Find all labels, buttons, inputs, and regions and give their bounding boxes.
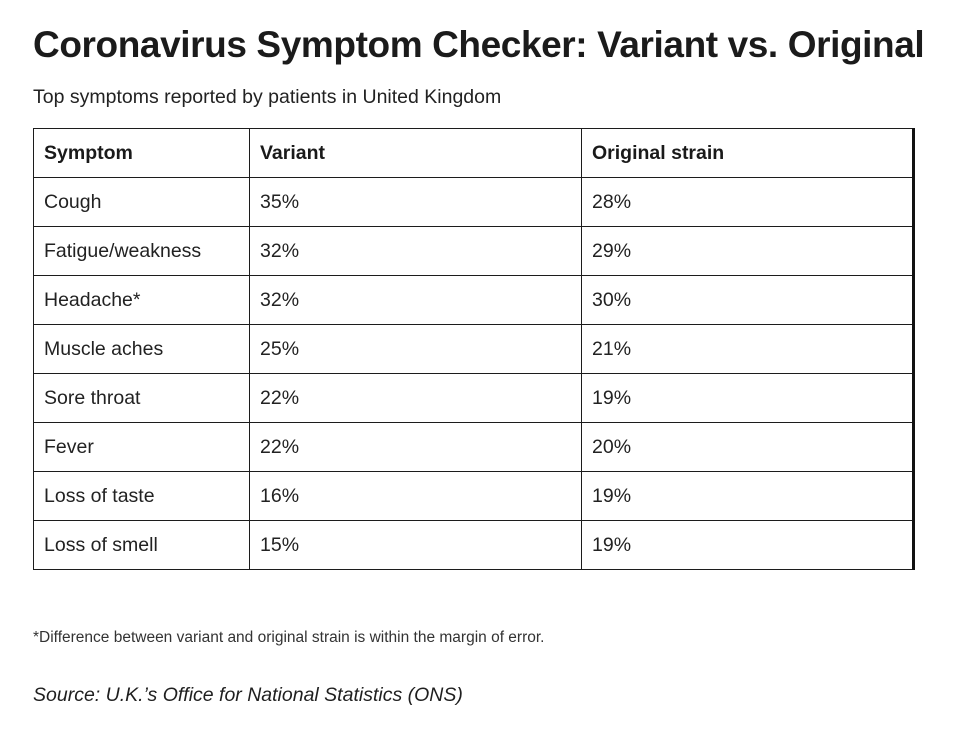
original-strain-cell: 19% xyxy=(581,373,915,423)
column-header-variant: Variant xyxy=(249,128,582,178)
column-header-symptom: Symptom xyxy=(33,128,250,178)
footnote: *Difference between variant and original… xyxy=(33,629,545,646)
table-row: Loss of taste 16% 19% xyxy=(33,471,915,521)
table-row: Muscle aches 25% 21% xyxy=(33,324,915,374)
page-subtitle: Top symptoms reported by patients in Uni… xyxy=(33,86,502,108)
original-strain-cell: 30% xyxy=(581,275,915,325)
variant-cell: 35% xyxy=(249,177,582,227)
symptom-cell: Fatigue/weakness xyxy=(33,226,250,276)
variant-cell: 32% xyxy=(249,226,582,276)
symptom-cell: Headache* xyxy=(33,275,250,325)
original-strain-cell: 20% xyxy=(581,422,915,472)
table-header-row: Symptom Variant Original strain xyxy=(33,128,915,178)
table-row: Sore throat 22% 19% xyxy=(33,373,915,423)
symptom-table: Symptom Variant Original strain Cough 35… xyxy=(33,128,915,570)
original-strain-cell: 19% xyxy=(581,520,915,570)
symptom-cell: Loss of smell xyxy=(33,520,250,570)
symptom-cell: Fever xyxy=(33,422,250,472)
original-strain-cell: 28% xyxy=(581,177,915,227)
table-row: Fever 22% 20% xyxy=(33,422,915,472)
table-row: Fatigue/weakness 32% 29% xyxy=(33,226,915,276)
variant-cell: 22% xyxy=(249,373,582,423)
variant-cell: 32% xyxy=(249,275,582,325)
symptom-cell: Loss of taste xyxy=(33,471,250,521)
page-title: Coronavirus Symptom Checker: Variant vs.… xyxy=(33,24,925,65)
original-strain-cell: 21% xyxy=(581,324,915,374)
table-row: Loss of smell 15% 19% xyxy=(33,520,915,570)
variant-cell: 15% xyxy=(249,520,582,570)
variant-cell: 16% xyxy=(249,471,582,521)
symptom-cell: Muscle aches xyxy=(33,324,250,374)
table-row: Cough 35% 28% xyxy=(33,177,915,227)
variant-cell: 25% xyxy=(249,324,582,374)
column-header-original-strain: Original strain xyxy=(581,128,915,178)
original-strain-cell: 19% xyxy=(581,471,915,521)
symptom-cell: Cough xyxy=(33,177,250,227)
source-note: Source: U.K.’s Office for National Stati… xyxy=(33,684,463,706)
symptom-cell: Sore throat xyxy=(33,373,250,423)
table-row: Headache* 32% 30% xyxy=(33,275,915,325)
original-strain-cell: 29% xyxy=(581,226,915,276)
variant-cell: 22% xyxy=(249,422,582,472)
